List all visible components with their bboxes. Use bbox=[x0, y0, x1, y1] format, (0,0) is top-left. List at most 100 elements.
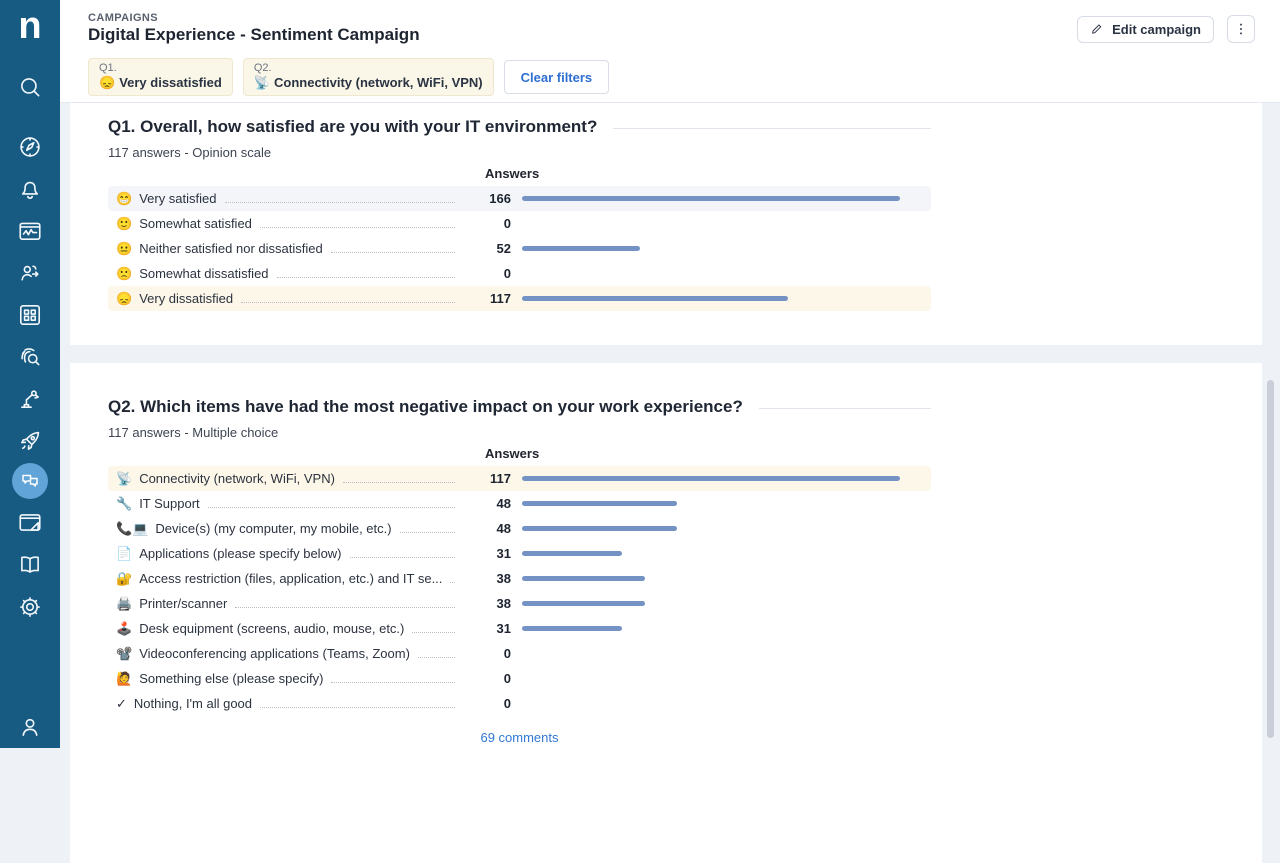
library-icon[interactable] bbox=[16, 551, 44, 579]
grid-icon[interactable] bbox=[16, 301, 44, 329]
bar-cell bbox=[511, 196, 931, 201]
dotted-leader bbox=[349, 557, 455, 558]
answer-row[interactable]: 😁 Very satisfied 166 bbox=[108, 186, 931, 211]
dotted-leader bbox=[412, 632, 455, 633]
vertical-scrollbar[interactable] bbox=[1267, 380, 1274, 738]
dotted-leader bbox=[276, 277, 455, 278]
answer-label: Neither satisfied nor dissatisfied bbox=[139, 241, 323, 256]
answer-rows: 😁 Very satisfied 166 🙂 Somewhat satisfie… bbox=[108, 186, 931, 311]
answer-bar bbox=[522, 196, 900, 201]
answer-row[interactable]: 📡 Connectivity (network, WiFi, VPN) 117 bbox=[108, 466, 931, 491]
answer-row[interactable]: 🕹️ Desk equipment (screens, audio, mouse… bbox=[108, 616, 931, 641]
account-icon[interactable] bbox=[16, 713, 44, 741]
answer-row[interactable]: 📄 Applications (please specify below) 31 bbox=[108, 541, 931, 566]
answer-label: IT Support bbox=[139, 496, 200, 511]
answer-rows: 📡 Connectivity (network, WiFi, VPN) 117 … bbox=[108, 466, 931, 716]
search-icon[interactable] bbox=[16, 73, 44, 101]
answer-emoji: 📞💻 bbox=[116, 520, 149, 536]
answer-bar bbox=[522, 551, 622, 556]
settings-icon[interactable] bbox=[16, 593, 44, 621]
answer-label: Applications (please specify below) bbox=[139, 546, 342, 561]
answer-row[interactable]: 😞 Very dissatisfied 117 bbox=[108, 286, 931, 311]
workforce-icon[interactable] bbox=[16, 259, 44, 287]
breadcrumb: CAMPAIGNS bbox=[88, 12, 159, 24]
answer-row[interactable]: 🔧 IT Support 48 bbox=[108, 491, 931, 516]
page-title: Digital Experience - Sentiment Campaign bbox=[88, 25, 420, 44]
bar-cell bbox=[511, 576, 931, 581]
dotted-leader bbox=[330, 252, 455, 253]
comments-link[interactable]: 69 comments bbox=[480, 730, 559, 745]
rocket-icon[interactable] bbox=[16, 427, 44, 455]
edit-campaign-button[interactable]: Edit campaign bbox=[1077, 16, 1214, 43]
filter-value-label: 📡 Connectivity (network, WiFi, VPN) bbox=[253, 75, 483, 90]
answer-emoji: 😞 bbox=[116, 290, 133, 306]
answer-label: Somewhat dissatisfied bbox=[139, 266, 269, 281]
answer-row[interactable]: 😐 Neither satisfied nor dissatisfied 52 bbox=[108, 236, 931, 261]
clear-filters-button[interactable]: Clear filters bbox=[503, 60, 610, 94]
dotted-leader bbox=[241, 302, 455, 303]
answer-emoji: 📄 bbox=[116, 545, 133, 561]
filter-chip-q1[interactable]: Q1. 😞 Very dissatisfied bbox=[88, 58, 233, 96]
answer-bar bbox=[522, 576, 645, 581]
dotted-leader bbox=[417, 657, 455, 658]
answer-bar bbox=[522, 296, 788, 301]
answer-label: Something else (please specify) bbox=[139, 671, 324, 686]
dotted-leader bbox=[235, 607, 455, 608]
answer-count: 0 bbox=[503, 671, 511, 686]
more-options-button[interactable] bbox=[1227, 15, 1255, 43]
compass-icon[interactable] bbox=[16, 133, 44, 161]
bar-cell bbox=[511, 526, 931, 531]
answer-bar bbox=[522, 476, 900, 481]
answer-count: 48 bbox=[496, 521, 511, 536]
answer-row[interactable]: 📽️ Videoconferencing applications (Teams… bbox=[108, 641, 931, 666]
campaigns-chat-icon[interactable] bbox=[12, 463, 48, 499]
comments-row: 69 comments bbox=[108, 730, 931, 745]
answer-row[interactable]: 🙂 Somewhat satisfied 0 bbox=[108, 211, 931, 236]
investigate-icon[interactable] bbox=[16, 343, 44, 371]
bar-cell bbox=[511, 551, 931, 556]
dotted-leader bbox=[399, 532, 455, 533]
answer-emoji: 🖨️ bbox=[116, 595, 133, 611]
answer-emoji: 🕹️ bbox=[116, 620, 133, 636]
answer-row[interactable]: ✓ Nothing, I'm all good 0 bbox=[108, 691, 931, 716]
bar-cell bbox=[511, 476, 931, 481]
question-title: Q1. Overall, how satisfied are you with … bbox=[108, 117, 598, 136]
divider bbox=[613, 128, 931, 129]
answer-label: Very dissatisfied bbox=[139, 291, 234, 306]
metrics-icon[interactable] bbox=[16, 217, 44, 245]
filter-question-label: Q1. bbox=[99, 62, 117, 74]
answer-count: 52 bbox=[496, 241, 511, 256]
answer-row[interactable]: 🖨️ Printer/scanner 38 bbox=[108, 591, 931, 616]
answer-row[interactable]: 🙁 Somewhat dissatisfied 0 bbox=[108, 261, 931, 286]
bell-icon[interactable] bbox=[16, 175, 44, 203]
answer-count: 31 bbox=[496, 546, 511, 561]
answer-emoji: 🙋 bbox=[116, 670, 133, 686]
dotted-leader bbox=[331, 682, 455, 683]
answer-emoji: 🔐 bbox=[116, 570, 133, 586]
answer-label: Connectivity (network, WiFi, VPN) bbox=[139, 471, 335, 486]
answer-count: 0 bbox=[503, 266, 511, 281]
answer-label: Very satisfied bbox=[139, 191, 217, 206]
answers-column-header: Answers bbox=[485, 166, 540, 181]
answer-row[interactable]: 🔐 Access restriction (files, application… bbox=[108, 566, 931, 591]
question-card-q1: Q1. Overall, how satisfied are you with … bbox=[70, 103, 1262, 345]
filter-chip-q2[interactable]: Q2. 📡 Connectivity (network, WiFi, VPN) bbox=[242, 58, 494, 96]
designer-icon[interactable] bbox=[16, 509, 44, 537]
answer-label: Desk equipment (screens, audio, mouse, e… bbox=[139, 621, 405, 636]
answer-emoji: 🙂 bbox=[116, 215, 133, 231]
answer-row[interactable]: 📞💻 Device(s) (my computer, my mobile, et… bbox=[108, 516, 931, 541]
question-subtitle: 117 answers - Multiple choice bbox=[108, 425, 279, 440]
answer-bar bbox=[522, 526, 677, 531]
answer-row[interactable]: 🙋 Something else (please specify) 0 bbox=[108, 666, 931, 691]
dotted-leader bbox=[450, 582, 455, 583]
bar-cell bbox=[511, 601, 931, 606]
dotted-leader bbox=[259, 227, 455, 228]
answer-count: 0 bbox=[503, 646, 511, 661]
nexthink-logo[interactable]: n bbox=[18, 5, 42, 47]
answer-bar bbox=[522, 626, 622, 631]
answer-count: 31 bbox=[496, 621, 511, 636]
robot-arm-icon[interactable] bbox=[16, 385, 44, 413]
question-title: Q2. Which items have had the most negati… bbox=[108, 397, 743, 416]
divider bbox=[758, 408, 931, 409]
pencil-icon bbox=[1092, 24, 1102, 34]
